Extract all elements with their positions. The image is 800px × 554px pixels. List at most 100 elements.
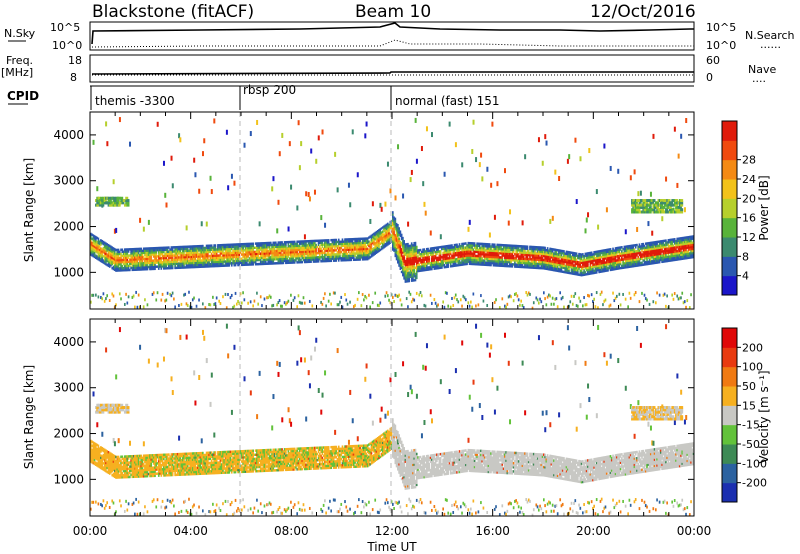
power-cell <box>409 256 412 260</box>
power-cell <box>569 259 572 262</box>
power-cell <box>106 247 109 250</box>
power-cell <box>566 261 569 264</box>
power-cell <box>408 265 411 268</box>
power-cell <box>365 239 368 242</box>
power-cell <box>320 241 322 244</box>
power-cell <box>515 246 517 250</box>
power-cell <box>217 250 219 253</box>
power-cell <box>404 272 407 275</box>
power-cell <box>222 245 224 249</box>
power-cell <box>525 255 528 259</box>
power-cell <box>512 250 515 254</box>
power-cell <box>281 257 283 261</box>
power-cell <box>103 299 106 303</box>
power-cell <box>218 248 221 251</box>
power-cell <box>622 258 624 261</box>
power-cell <box>329 292 331 296</box>
power-cell <box>292 250 295 254</box>
power-cell <box>142 247 145 250</box>
power-cell <box>541 264 544 268</box>
power-cell <box>378 237 380 240</box>
power-cell <box>159 252 161 256</box>
power-cell <box>456 257 458 261</box>
power-cell <box>196 249 199 252</box>
power-cell <box>419 257 422 260</box>
power-cell <box>397 242 399 246</box>
power-cell <box>615 248 618 252</box>
power-cell <box>152 263 155 266</box>
power-cell <box>335 242 338 246</box>
power-cell <box>355 256 358 259</box>
power-cell <box>307 248 310 251</box>
power-cell <box>208 250 210 254</box>
power-cell <box>433 263 436 266</box>
power-cell <box>252 254 254 258</box>
power-cell <box>560 297 563 301</box>
power-cell <box>566 269 569 272</box>
power-cell <box>306 254 309 257</box>
power-cell <box>563 270 565 274</box>
power-cell <box>301 248 304 251</box>
power-cell <box>517 246 520 250</box>
power-cell <box>145 263 148 267</box>
power-cell <box>273 243 276 247</box>
power-cell <box>549 253 551 257</box>
power-cell <box>545 248 548 252</box>
power-cell <box>400 258 403 261</box>
power-cell <box>269 241 272 245</box>
power-cell <box>249 242 252 246</box>
power-cell <box>501 250 504 253</box>
power-cell <box>322 251 325 255</box>
power-cell <box>203 248 205 252</box>
power-cell <box>97 245 100 249</box>
power-cell <box>121 260 124 264</box>
power-cell <box>266 252 268 255</box>
power-cell <box>433 261 436 264</box>
power-cell <box>436 260 438 264</box>
power-cell <box>315 252 317 255</box>
power-cell <box>178 264 180 267</box>
power-cell <box>278 249 281 253</box>
power-cell <box>312 241 315 245</box>
power-cell <box>420 263 423 266</box>
power-cell <box>370 234 373 238</box>
power-cell <box>544 297 546 301</box>
power-cell <box>624 264 627 267</box>
power-cell <box>371 254 374 257</box>
power-cell <box>618 265 621 268</box>
power-cell <box>490 247 492 250</box>
power-cell <box>371 235 374 239</box>
power-cell <box>165 267 168 270</box>
power-cell <box>352 242 355 245</box>
power-cell <box>454 245 457 249</box>
power-cell <box>361 293 364 297</box>
power-cell <box>214 250 217 253</box>
power-cell <box>554 248 556 251</box>
power-cell <box>403 254 405 257</box>
power-cell <box>461 304 463 308</box>
power-cell <box>540 254 543 258</box>
power-cell <box>91 250 93 253</box>
power-cell <box>244 261 247 264</box>
power-cell <box>560 257 563 261</box>
power-cell <box>605 207 608 213</box>
power-cell <box>490 259 492 263</box>
power-cell <box>434 250 437 254</box>
power-cell <box>321 245 324 249</box>
power-cell <box>157 255 160 258</box>
power-cell <box>171 246 174 249</box>
power-cell <box>592 255 594 258</box>
power-cell <box>385 227 388 231</box>
power-cell <box>491 259 494 263</box>
power-cell <box>297 240 300 243</box>
power-cell <box>266 262 268 265</box>
power-cell <box>324 255 326 259</box>
power-cell <box>415 260 418 263</box>
power-cell <box>549 264 551 267</box>
power-cell <box>590 261 593 265</box>
power-cell <box>393 247 395 250</box>
power-cell <box>521 257 524 260</box>
power-cell <box>180 247 183 251</box>
power-cell <box>347 182 350 188</box>
power-cell <box>482 255 485 258</box>
